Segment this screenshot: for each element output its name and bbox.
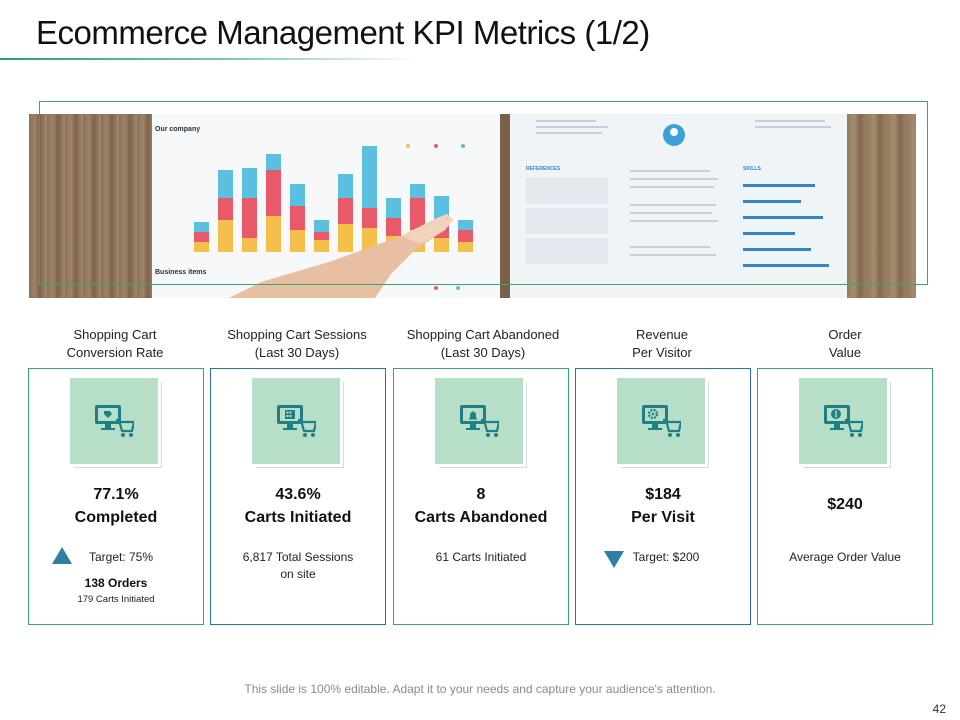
paper-bar-segment	[458, 230, 473, 242]
paper-bar-segment	[386, 218, 401, 236]
title-underline	[0, 58, 420, 60]
kpi-header-revenue: Revenue Per Visitor	[632, 327, 692, 360]
kpi-card-conversion: 77.1% Completed Target: 75% 138 Orders 1…	[28, 368, 204, 625]
resume-paper: REFERENCES SKILLS	[510, 114, 847, 298]
kpi-card-sessions: 43.6% Carts Initiated 6,817 Total Sessio…	[210, 368, 386, 625]
paper-bar-segment	[290, 184, 305, 206]
paper-bar-segment	[362, 208, 377, 228]
paper-bar-segment	[290, 230, 305, 252]
legend-dot	[461, 144, 465, 148]
kpi-detail: Average Order Value	[789, 550, 901, 564]
paper-bar-segment	[314, 240, 329, 252]
kpi-value: $184	[645, 486, 681, 503]
orders-count: 138 Orders	[84, 576, 148, 590]
kpi-card-abandoned: 8 Carts Abandoned 61 Carts Initiated	[393, 368, 569, 625]
page-number: 42	[932, 702, 946, 716]
trend-down-icon	[604, 551, 624, 568]
kpi-card-revenue: $184 Per Visit Target: $200	[575, 368, 751, 625]
icon-tile	[617, 378, 705, 464]
paper-bar-segment	[314, 220, 329, 232]
hero-image: Our company Business items REFERENCES SK…	[29, 114, 916, 298]
kpi-value-label: Carts Initiated	[244, 509, 352, 526]
monitor-cart-gear-icon	[642, 405, 681, 437]
footer-note: This slide is 100% editable. Adapt it to…	[244, 682, 716, 696]
paper-bar-segment	[218, 198, 233, 220]
paper-bar-segment	[266, 154, 281, 170]
paper-bar-segment	[386, 198, 401, 218]
kpi-value: 8	[476, 486, 486, 503]
paper-footer-heading: Business items	[155, 269, 207, 276]
paper-bar-segment	[266, 216, 281, 252]
paper-bar-segment	[266, 170, 281, 216]
trend-up-icon	[52, 547, 72, 564]
legend-dot	[434, 286, 438, 290]
kpi-detail: 61 Carts Initiated	[435, 550, 527, 564]
kpi-header-order-value: Order Value	[828, 327, 862, 360]
legend-dot	[434, 144, 438, 148]
paper-bar-segment	[290, 206, 305, 230]
hero-frame	[39, 101, 928, 285]
wood-background-right	[847, 114, 916, 298]
kpi-value: $240	[827, 496, 863, 513]
paper-chart-heading: Our company	[155, 126, 201, 133]
paper-bar-segment	[362, 228, 377, 252]
kpi-header-conversion: Shopping Cart Conversion Rate	[66, 327, 164, 360]
kpi-detail-line-2: on site	[280, 567, 316, 581]
kpi-value: 77.1%	[93, 486, 139, 503]
paper-bar-segment	[410, 184, 425, 198]
kpi-value: 43.6%	[275, 486, 321, 503]
paper-bar-segment	[362, 146, 377, 208]
icon-tile	[252, 378, 340, 464]
paper-bar-segment	[194, 222, 209, 232]
kpi-target: Target: $200	[632, 550, 700, 564]
monitor-cart-dollar-icon	[824, 405, 863, 437]
kpi-value-label: Carts Abandoned	[414, 509, 548, 526]
kpi-value-label: Per Visit	[631, 509, 695, 526]
monitor-cart-bell-icon	[460, 405, 499, 437]
kpi-header-sessions: Shopping Cart Sessions (Last 30 Days)	[227, 327, 367, 360]
references-heading: REFERENCES	[526, 166, 561, 172]
monitor-cart-tag-icon	[95, 405, 134, 437]
wood-background-left	[29, 114, 152, 298]
paper-bar-segment	[194, 242, 209, 252]
paper-bar-segment	[338, 198, 353, 224]
paper-bar-segment	[242, 238, 257, 252]
paper-bar-segment	[218, 220, 233, 252]
icon-tile	[435, 378, 523, 464]
icon-tile	[799, 378, 887, 464]
orders-note: 179 Carts Initiated	[77, 594, 155, 605]
legend-dot	[456, 286, 460, 290]
paper-bar-segment	[434, 238, 449, 252]
legend-dot	[406, 144, 410, 148]
paper-bar-segment	[410, 198, 425, 230]
paper-bar-segment	[338, 224, 353, 252]
paper-bar-segment	[458, 242, 473, 252]
kpi-target: Target: 75%	[88, 550, 154, 564]
paper-bar-segment	[218, 170, 233, 198]
paper-bar-segment	[338, 174, 353, 198]
skills-heading: SKILLS	[743, 166, 761, 172]
paper-bar-segment	[194, 232, 209, 242]
kpi-header-abandoned: Shopping Cart Abandoned (Last 30 Days)	[406, 327, 560, 360]
paper-bar-segment	[458, 220, 473, 230]
paper-bar-segment	[242, 198, 257, 238]
paper-bar-segment	[314, 232, 329, 240]
slide-title: Ecommerce Management KPI Metrics (1/2)	[36, 14, 650, 51]
kpi-detail-line-1: 6,817 Total Sessions	[242, 550, 354, 564]
kpi-value-label: Completed	[74, 509, 158, 526]
kpi-card-order-value: $240 Average Order Value	[757, 368, 933, 625]
wood-background-middle	[500, 114, 510, 298]
icon-tile	[70, 378, 158, 464]
paper-bar-segment	[242, 168, 257, 198]
monitor-cart-calculator-icon	[277, 405, 316, 437]
profile-icon	[663, 124, 685, 146]
pointing-hand	[229, 214, 453, 298]
